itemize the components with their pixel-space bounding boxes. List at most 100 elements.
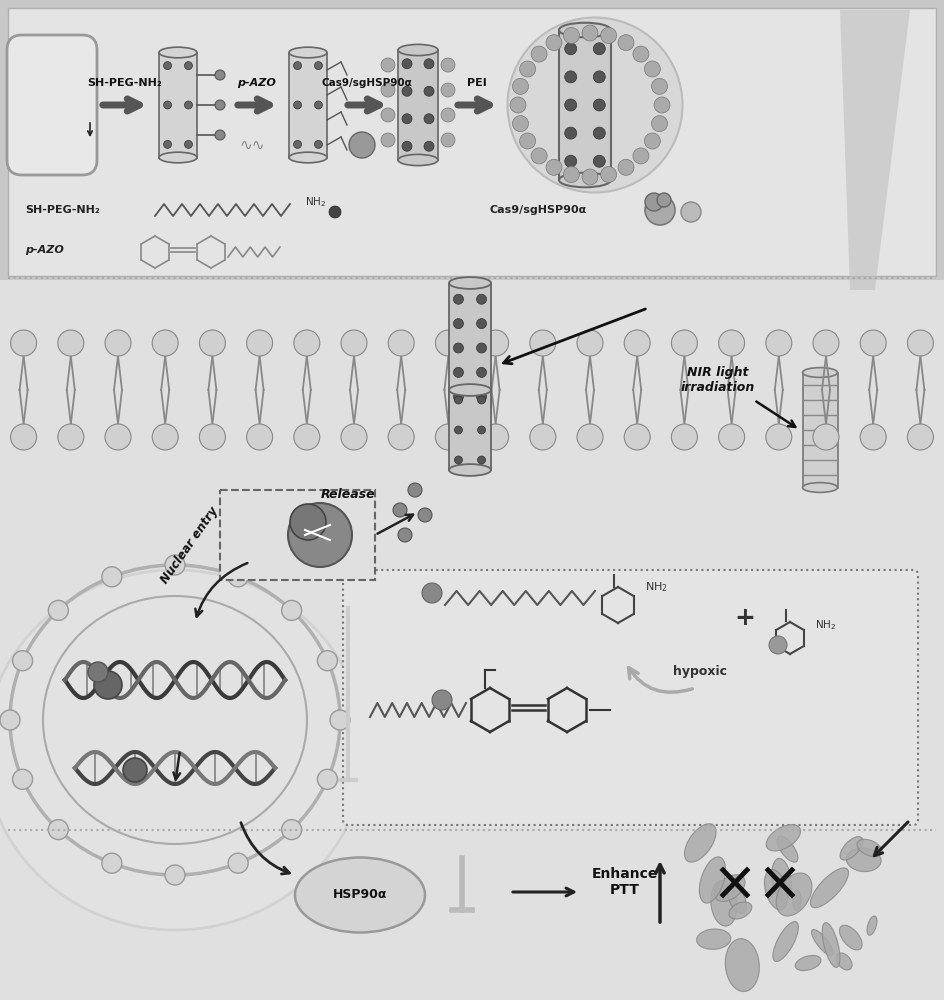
- Ellipse shape: [836, 953, 852, 970]
- Circle shape: [513, 116, 529, 132]
- Ellipse shape: [802, 483, 837, 492]
- Circle shape: [546, 159, 562, 175]
- Circle shape: [314, 62, 323, 70]
- Ellipse shape: [289, 152, 327, 163]
- Circle shape: [510, 97, 526, 113]
- Ellipse shape: [700, 857, 726, 903]
- Circle shape: [593, 99, 605, 111]
- Text: SH-PEG-NH₂: SH-PEG-NH₂: [88, 78, 162, 88]
- Ellipse shape: [773, 922, 799, 961]
- Circle shape: [519, 133, 535, 149]
- Circle shape: [422, 583, 442, 603]
- Circle shape: [577, 424, 603, 450]
- Circle shape: [102, 567, 122, 587]
- Ellipse shape: [725, 939, 759, 992]
- Circle shape: [453, 294, 464, 304]
- Circle shape: [215, 100, 225, 110]
- Circle shape: [645, 193, 663, 211]
- Circle shape: [294, 62, 301, 70]
- Circle shape: [184, 62, 193, 70]
- Bar: [289, 52, 327, 157]
- Circle shape: [477, 392, 486, 402]
- Circle shape: [593, 155, 605, 167]
- Circle shape: [582, 169, 598, 185]
- Ellipse shape: [795, 955, 821, 971]
- Circle shape: [600, 167, 616, 183]
- Circle shape: [94, 671, 122, 699]
- Ellipse shape: [398, 154, 438, 166]
- Text: +: +: [734, 606, 755, 630]
- Circle shape: [314, 101, 323, 109]
- Circle shape: [341, 424, 367, 450]
- Ellipse shape: [159, 47, 197, 58]
- Circle shape: [651, 116, 667, 132]
- Circle shape: [288, 503, 352, 567]
- Circle shape: [478, 396, 485, 404]
- Circle shape: [349, 132, 375, 158]
- Ellipse shape: [508, 17, 683, 192]
- Circle shape: [577, 330, 603, 356]
- Circle shape: [381, 83, 395, 97]
- Circle shape: [860, 424, 886, 450]
- Circle shape: [482, 424, 509, 450]
- Circle shape: [565, 155, 577, 167]
- Circle shape: [593, 127, 605, 139]
- Ellipse shape: [715, 875, 745, 901]
- Circle shape: [435, 330, 462, 356]
- Circle shape: [341, 330, 367, 356]
- Circle shape: [632, 46, 649, 62]
- Circle shape: [482, 330, 509, 356]
- Circle shape: [424, 59, 434, 69]
- Circle shape: [813, 330, 839, 356]
- Ellipse shape: [765, 870, 787, 910]
- Circle shape: [165, 865, 185, 885]
- Circle shape: [105, 424, 131, 450]
- Bar: [398, 50, 438, 160]
- Bar: [8, 8, 936, 276]
- Circle shape: [281, 820, 302, 840]
- Circle shape: [651, 78, 667, 94]
- Circle shape: [441, 58, 455, 72]
- Circle shape: [478, 426, 485, 434]
- Circle shape: [624, 424, 650, 450]
- Circle shape: [152, 330, 178, 356]
- Circle shape: [281, 600, 302, 620]
- Circle shape: [48, 600, 68, 620]
- Circle shape: [199, 330, 226, 356]
- Circle shape: [381, 108, 395, 122]
- Circle shape: [102, 853, 122, 873]
- Circle shape: [10, 330, 37, 356]
- Circle shape: [228, 567, 248, 587]
- Circle shape: [907, 330, 934, 356]
- Circle shape: [454, 456, 463, 464]
- Ellipse shape: [729, 902, 751, 919]
- Circle shape: [294, 330, 320, 356]
- Circle shape: [531, 46, 548, 62]
- Text: SH-PEG-NH₂: SH-PEG-NH₂: [25, 205, 100, 215]
- Circle shape: [381, 133, 395, 147]
- Circle shape: [408, 483, 422, 497]
- Circle shape: [215, 130, 225, 140]
- Circle shape: [564, 167, 580, 183]
- Circle shape: [582, 25, 598, 41]
- Circle shape: [314, 140, 323, 148]
- Circle shape: [453, 343, 464, 353]
- Circle shape: [402, 114, 412, 124]
- Circle shape: [453, 392, 464, 402]
- Bar: [0, 280, 944, 1000]
- Circle shape: [454, 426, 463, 434]
- Circle shape: [454, 396, 463, 404]
- Bar: [449, 283, 491, 413]
- Circle shape: [624, 330, 650, 356]
- Circle shape: [105, 330, 131, 356]
- Circle shape: [165, 555, 185, 575]
- Circle shape: [402, 59, 412, 69]
- Circle shape: [329, 206, 341, 218]
- Circle shape: [453, 367, 464, 377]
- Circle shape: [618, 159, 634, 175]
- Ellipse shape: [684, 824, 716, 862]
- Circle shape: [600, 27, 616, 43]
- Text: ∿∿: ∿∿: [239, 137, 264, 152]
- Circle shape: [441, 133, 455, 147]
- Text: p-AZO: p-AZO: [238, 78, 277, 88]
